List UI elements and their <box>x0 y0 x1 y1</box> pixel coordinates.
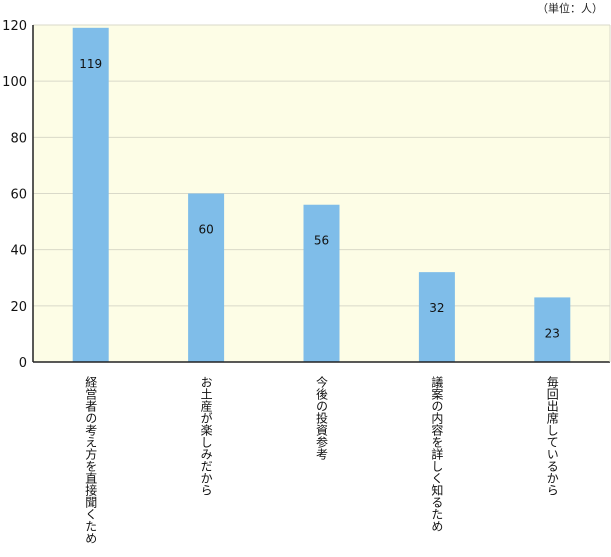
y-tick-label: 40 <box>10 244 27 259</box>
bar-layer <box>72 27 571 363</box>
bar-value-label: 32 <box>429 301 444 315</box>
label-layer: 0 20 40 60 80 100 120 119 経営者の考え方を直接聞くため 60 お土産が楽し… <box>2 19 560 544</box>
category-label: お土産が楽しみだから <box>199 376 213 496</box>
y-tick-label: 80 <box>10 131 27 146</box>
bar <box>303 204 340 362</box>
y-tick-label: 0 <box>19 356 27 371</box>
bar-value-label: 119 <box>79 57 102 71</box>
bar-value-label: 23 <box>545 326 560 340</box>
bar <box>72 27 109 363</box>
y-tick-label: 120 <box>2 19 27 34</box>
unit-label: （単位：人） <box>537 2 603 15</box>
bar <box>534 297 571 362</box>
category-label: 経営者の考え方を直接聞くため <box>84 376 98 544</box>
bar <box>188 193 225 362</box>
axis-layer <box>32 25 611 363</box>
y-tick-label: 20 <box>10 300 27 315</box>
bar-value-label: 56 <box>314 234 329 248</box>
y-tick-label: 60 <box>10 188 27 203</box>
y-tick-label: 100 <box>2 75 27 90</box>
bar <box>418 272 455 362</box>
bar-value-label: 60 <box>198 223 213 237</box>
category-label: 毎回出席しているから <box>545 375 559 496</box>
category-label: 今後の投資参考 <box>315 375 329 460</box>
category-label: 議案の内容を詳しく知るため <box>430 376 444 532</box>
